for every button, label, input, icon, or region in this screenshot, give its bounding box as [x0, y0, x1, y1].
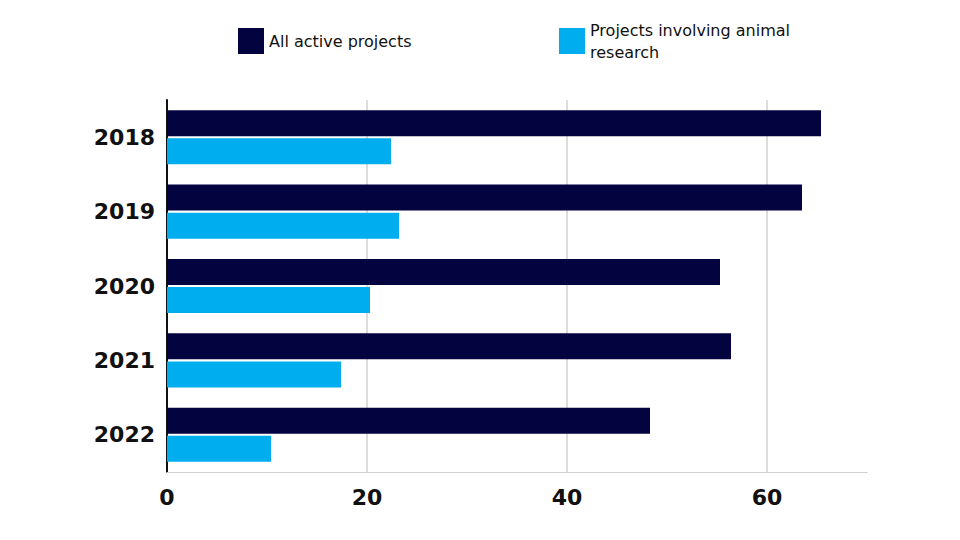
svg-text:Projects involving animal: Projects involving animal: [590, 21, 795, 40]
svg-text:0: 0: [159, 485, 174, 510]
svg-text:20: 20: [352, 485, 383, 510]
svg-text:40: 40: [552, 485, 583, 510]
svg-text:All active projects: All active projects: [269, 32, 412, 51]
svg-text:2019: 2019: [94, 199, 155, 224]
svg-text:research: research: [590, 43, 659, 62]
svg-text:2021: 2021: [94, 348, 155, 373]
svg-text:2022: 2022: [94, 422, 155, 447]
svg-text:2018: 2018: [94, 125, 155, 150]
svg-text:2020: 2020: [94, 274, 155, 299]
svg-text:60: 60: [752, 485, 783, 510]
